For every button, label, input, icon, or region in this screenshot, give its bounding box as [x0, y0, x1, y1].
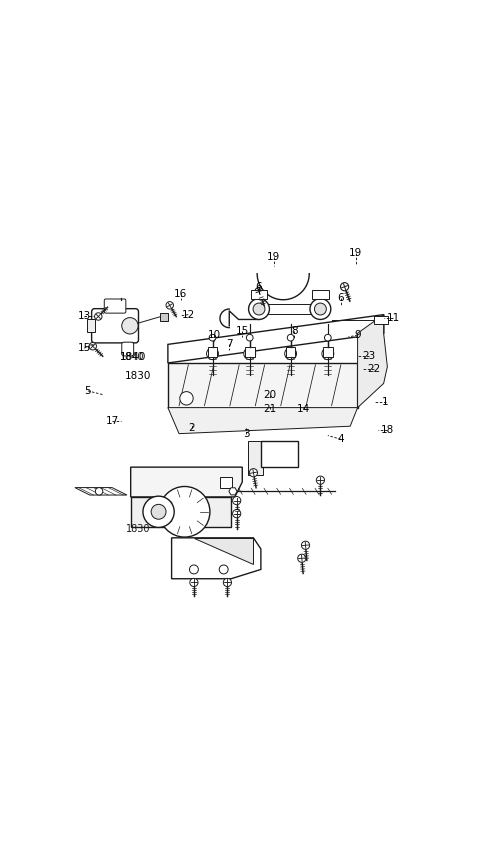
Text: 1840: 1840	[120, 353, 146, 362]
Bar	[251, 289, 267, 299]
Text: 1830: 1830	[125, 371, 151, 381]
Text: 13: 13	[78, 311, 91, 322]
Circle shape	[301, 541, 310, 549]
Text: 18: 18	[381, 425, 394, 435]
Text: 7: 7	[226, 339, 233, 349]
Text: 4: 4	[337, 435, 344, 444]
Text: 15: 15	[236, 327, 249, 337]
Circle shape	[96, 488, 103, 495]
Circle shape	[244, 348, 256, 360]
Circle shape	[89, 343, 96, 350]
Circle shape	[322, 348, 334, 360]
Circle shape	[151, 505, 166, 519]
Bar	[374, 316, 388, 324]
Circle shape	[285, 348, 297, 360]
Bar	[261, 441, 298, 467]
Circle shape	[95, 313, 102, 320]
Polygon shape	[323, 347, 333, 357]
Polygon shape	[172, 538, 261, 579]
Text: 16: 16	[174, 289, 188, 299]
Circle shape	[206, 348, 218, 360]
Circle shape	[314, 303, 326, 315]
Text: 1830: 1830	[126, 523, 150, 533]
Polygon shape	[168, 315, 384, 363]
Text: 23: 23	[362, 350, 375, 360]
Polygon shape	[168, 408, 358, 434]
Circle shape	[180, 392, 193, 405]
Circle shape	[340, 283, 348, 291]
Text: 12: 12	[182, 310, 195, 320]
Circle shape	[166, 301, 173, 309]
Circle shape	[324, 334, 331, 341]
Circle shape	[223, 578, 231, 587]
Circle shape	[310, 299, 331, 320]
Bar	[259, 304, 321, 314]
Polygon shape	[229, 488, 237, 495]
Polygon shape	[286, 347, 296, 357]
Circle shape	[249, 299, 269, 320]
Circle shape	[122, 317, 138, 334]
Circle shape	[316, 476, 324, 484]
Polygon shape	[131, 497, 231, 527]
Bar	[220, 477, 232, 488]
Polygon shape	[75, 488, 127, 495]
Text: 10: 10	[208, 330, 221, 340]
Circle shape	[253, 303, 265, 315]
Circle shape	[288, 334, 294, 341]
FancyBboxPatch shape	[92, 309, 139, 343]
Text: 1: 1	[382, 397, 389, 407]
Text: 17: 17	[106, 415, 119, 425]
Circle shape	[219, 565, 228, 574]
Text: 21: 21	[264, 404, 277, 414]
Text: 1840: 1840	[120, 353, 145, 362]
Circle shape	[190, 578, 198, 587]
Bar	[87, 319, 96, 333]
Circle shape	[246, 334, 253, 341]
Circle shape	[190, 565, 198, 574]
Polygon shape	[131, 467, 242, 497]
Text: 6: 6	[256, 282, 263, 292]
Text: 19: 19	[267, 252, 280, 262]
Bar	[248, 441, 263, 474]
Polygon shape	[245, 347, 254, 357]
Circle shape	[249, 468, 258, 477]
Text: 22: 22	[368, 364, 381, 374]
Polygon shape	[208, 347, 217, 357]
Bar	[168, 363, 358, 408]
Circle shape	[159, 486, 210, 537]
FancyBboxPatch shape	[104, 299, 126, 313]
Text: 8: 8	[291, 327, 298, 337]
Text: 20: 20	[264, 390, 277, 399]
Polygon shape	[358, 315, 384, 408]
FancyBboxPatch shape	[122, 342, 133, 356]
Polygon shape	[358, 315, 387, 408]
Circle shape	[143, 496, 174, 528]
Circle shape	[233, 510, 241, 517]
Text: 15: 15	[78, 344, 91, 353]
Circle shape	[255, 288, 263, 295]
Polygon shape	[194, 538, 253, 564]
Circle shape	[298, 555, 306, 562]
Circle shape	[209, 334, 216, 341]
Text: 9: 9	[354, 330, 361, 340]
Bar	[312, 289, 329, 299]
Text: 11: 11	[386, 313, 399, 323]
Bar	[160, 313, 168, 321]
Text: 6: 6	[337, 293, 344, 303]
Text: 5: 5	[84, 386, 91, 396]
Text: 19: 19	[349, 248, 362, 258]
Text: 3: 3	[243, 429, 249, 439]
Text: 14: 14	[297, 404, 310, 414]
Text: 2: 2	[189, 423, 195, 433]
Circle shape	[233, 496, 241, 505]
